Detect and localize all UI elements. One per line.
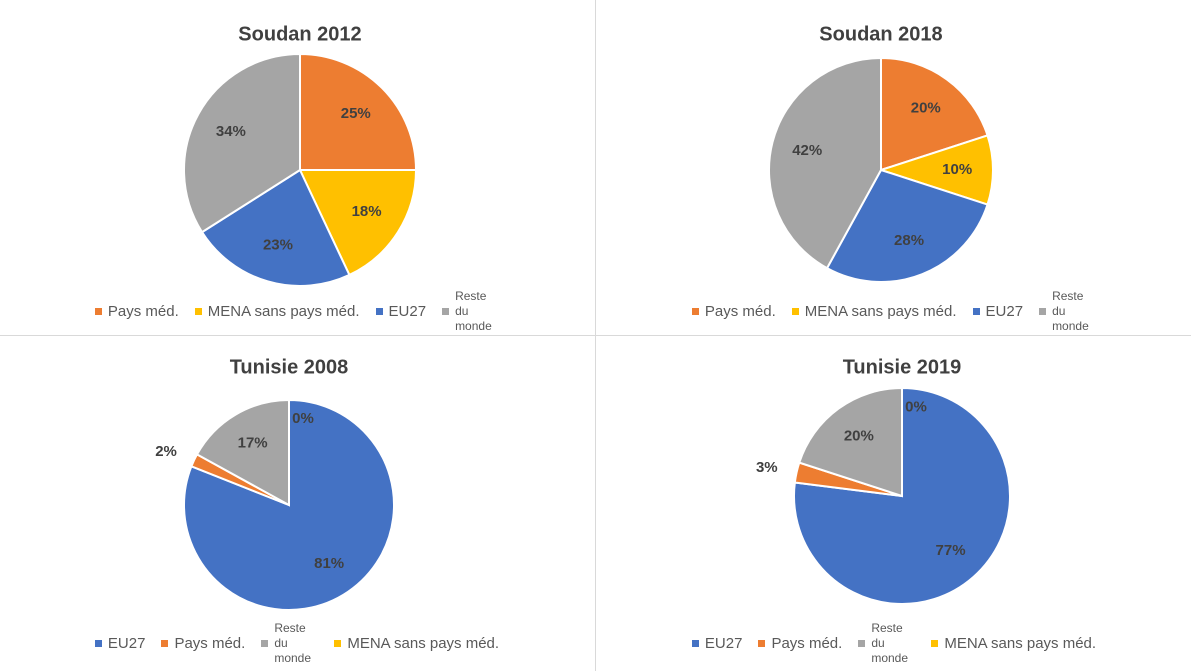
legend: Pays méd. MENA sans pays méd. EU27 Reste du…	[597, 289, 1191, 333]
pie-slice	[298, 169, 418, 277]
legend-label: Reste du monde	[1052, 288, 1089, 333]
chart-panel: Soudan 2018 20% 10% 28% 42% Pays méd. MENA san…	[597, 0, 1191, 334]
chart-panel: Tunisie 2019 77% 3% 20% 0% EU27 Pays méd. Reste…	[597, 337, 1191, 671]
legend-label: Pays méd.	[174, 634, 246, 652]
data-label: 28%	[894, 232, 924, 249]
data-label: 42%	[792, 142, 822, 159]
legend-marker	[334, 639, 342, 647]
data-label: 18%	[352, 203, 382, 220]
chart-panel: Soudan 2012 25% 18% 23% 34% Pays méd. MENA san…	[0, 0, 594, 334]
legend-marker	[1039, 307, 1047, 315]
chart-panel: Tunisie 2008 81% 2% 17% 0% EU27 Pays méd. Reste…	[0, 337, 594, 671]
legend-marker	[161, 639, 169, 647]
legend-item: MENA sans pays méd.	[931, 635, 1096, 652]
pie-slice	[825, 168, 989, 283]
data-label: 77%	[936, 542, 966, 559]
data-label: 17%	[238, 435, 268, 452]
data-label: 10%	[942, 161, 972, 178]
chart-title: Soudan 2018	[819, 23, 942, 45]
legend: Pays méd. MENA sans pays méd. EU27 Reste du…	[0, 289, 594, 333]
legend-item: MENA sans pays méd.	[791, 302, 957, 320]
legend-item: Pays méd.	[691, 302, 776, 320]
legend-label: Reste du monde	[274, 620, 312, 665]
pie-slice	[200, 168, 351, 287]
legend-item: Reste du monde	[261, 621, 318, 666]
legend-label: MENA sans pays méd.	[804, 302, 957, 320]
legend-label: MENA sans pays méd.	[944, 634, 1097, 652]
legend-item: Reste du monde	[1039, 289, 1096, 334]
legend-item: Pays méd.	[758, 635, 842, 652]
legend-label: EU27	[388, 302, 427, 320]
chart: Tunisie 2019 77% 3% 20% 0%	[756, 356, 1011, 605]
legend-marker	[758, 639, 766, 647]
pie-slice	[768, 56, 882, 270]
legend-item: Reste du monde	[442, 289, 499, 334]
legend-item: Reste du monde	[858, 621, 915, 666]
chart: Soudan 2012 25% 18% 23% 34%	[183, 23, 418, 287]
legend-label: Pays méd.	[771, 634, 843, 652]
legend-item: Pays méd.	[161, 635, 245, 652]
data-label: 20%	[911, 99, 941, 116]
legend-label: MENA sans pays méd.	[347, 634, 500, 652]
legend-marker	[94, 639, 102, 647]
legend-marker	[791, 307, 799, 315]
legend-marker	[194, 307, 202, 315]
legend-item: MENA sans pays méd.	[334, 635, 499, 652]
legend: EU27 Pays méd. Reste du monde MENA sans pay…	[597, 621, 1191, 665]
data-label: 0%	[292, 410, 314, 427]
data-label: 2%	[155, 443, 177, 460]
legend-label: Pays méd.	[704, 302, 776, 320]
legend-label: Reste du monde	[455, 288, 492, 333]
legend-item: EU27	[94, 634, 146, 652]
legend-marker	[972, 307, 980, 315]
data-label: 23%	[263, 237, 293, 254]
legend-marker	[858, 639, 866, 647]
legend-marker	[691, 307, 699, 315]
pie-slice	[880, 56, 989, 172]
data-label: 20%	[844, 428, 874, 445]
data-label: 81%	[314, 555, 344, 572]
legend-label: EU27	[107, 634, 146, 652]
legend-label: MENA sans pays méd.	[207, 302, 360, 320]
legend-item: EU27	[972, 302, 1024, 320]
legend-label: EU27	[704, 634, 743, 652]
chart-title: Tunisie 2008	[230, 356, 349, 378]
legend-item: Pays méd.	[94, 302, 179, 320]
legend-label: Pays méd.	[107, 302, 179, 320]
legend-marker	[931, 639, 939, 647]
legend-marker	[94, 307, 102, 315]
data-label: 0%	[905, 398, 927, 415]
pie-slice	[798, 386, 903, 498]
legend-marker	[261, 639, 269, 647]
legend-marker	[442, 307, 450, 315]
data-label: 34%	[216, 123, 246, 140]
chart-title: Soudan 2012	[238, 23, 361, 45]
chart: Tunisie 2008 81% 2% 17% 0%	[155, 356, 395, 611]
data-label: 25%	[341, 105, 371, 122]
legend-item: EU27	[375, 302, 427, 320]
chart: Soudan 2018 20% 10% 28% 42%	[768, 23, 994, 283]
legend-item: EU27	[691, 634, 743, 652]
legend-marker	[375, 307, 383, 315]
legend-item: MENA sans pays méd.	[194, 302, 360, 320]
divider	[0, 335, 1191, 336]
pie-slice	[183, 52, 301, 234]
data-label: 3%	[756, 459, 778, 476]
pie-slice	[299, 52, 418, 171]
chart-title: Tunisie 2019	[843, 356, 962, 378]
legend-label: Reste du monde	[871, 620, 909, 665]
pie-slice	[195, 398, 290, 507]
legend-label: EU27	[985, 302, 1024, 320]
legend: EU27 Pays méd. Reste du monde MENA sans pay…	[0, 621, 594, 665]
legend-marker	[691, 639, 699, 647]
